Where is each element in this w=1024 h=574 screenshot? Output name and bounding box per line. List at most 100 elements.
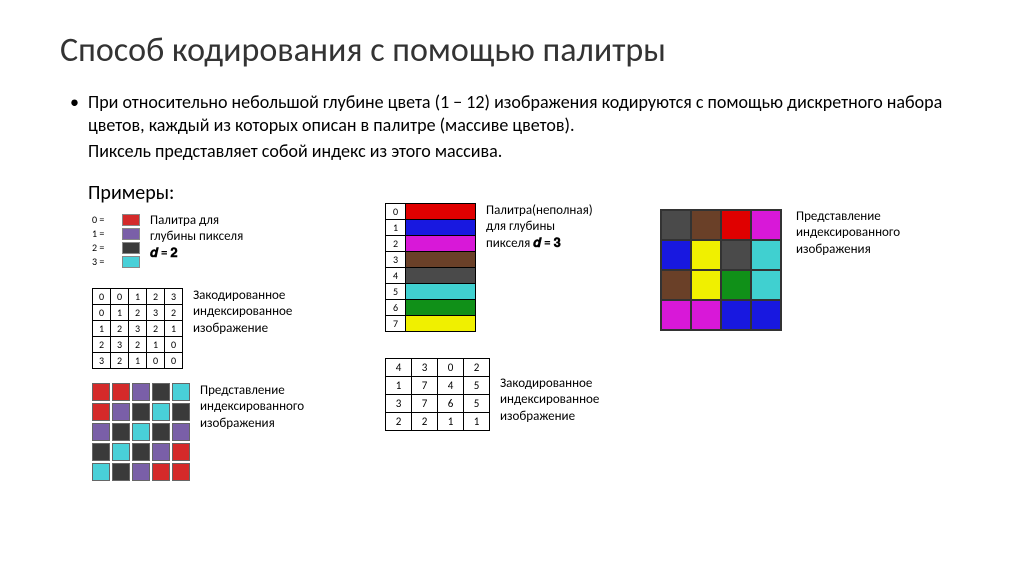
color-cell: [172, 463, 190, 481]
color-cell: [691, 240, 721, 270]
color-cell: [132, 443, 150, 461]
color-cell: [132, 383, 150, 401]
index-cell: 2: [111, 352, 129, 368]
palette-4-index: 2 =: [92, 241, 122, 254]
index-cell: 2: [165, 304, 183, 320]
index-cell: 6: [438, 394, 464, 412]
index-cell: 1: [464, 412, 490, 430]
palette-8-swatch: [406, 299, 476, 315]
color-cell: [132, 423, 150, 441]
palette-8-swatch: [406, 203, 476, 219]
index-cell: 2: [111, 320, 129, 336]
color-cell: [691, 270, 721, 300]
color-cell: [751, 210, 781, 240]
examples-label: Примеры:: [88, 181, 964, 205]
color-grid-4x4-caption: Представление индексированного изображен…: [796, 209, 900, 260]
index-cell: 1: [165, 320, 183, 336]
color-cell: [721, 300, 751, 330]
index-cell: 1: [386, 376, 412, 394]
palette-8-caption: Палитра(неполная) для глубины пикселя 𝒅 …: [486, 203, 593, 254]
color-cell: [721, 240, 751, 270]
color-grid-4x4: [660, 209, 782, 331]
color-cell: [661, 270, 691, 300]
index-cell: 0: [93, 304, 111, 320]
palette-4-index: 3 =: [92, 255, 122, 268]
palette-8-index: 1: [386, 219, 406, 235]
color-cell: [751, 300, 781, 330]
palette-4-swatch: [122, 256, 140, 268]
content-area: 0 =1 =2 =3 = Палитра для глубины пикселя…: [60, 213, 964, 543]
color-cell: [112, 463, 130, 481]
palette-8-swatch: [406, 267, 476, 283]
color-cell: [721, 270, 751, 300]
palette-4-swatch: [122, 214, 140, 226]
index-cell: 7: [412, 376, 438, 394]
index-table-5x5-caption: Закодированное индексированное изображен…: [193, 288, 292, 339]
palette-4: 0 =1 =2 =3 =: [92, 213, 140, 269]
palette-8-swatch: [406, 315, 476, 331]
index-cell: 1: [147, 336, 165, 352]
index-cell: 3: [111, 336, 129, 352]
palette-8-index: 4: [386, 267, 406, 283]
color-cell: [112, 443, 130, 461]
palette-4-index: 1 =: [92, 227, 122, 240]
color-cell: [112, 403, 130, 421]
color-cell: [152, 463, 170, 481]
sub-text: Пиксель представляет собой индекс из это…: [88, 140, 964, 163]
bullet-text: При относительно небольшой глубине цвета…: [70, 91, 964, 136]
color-cell: [661, 240, 691, 270]
index-cell: 3: [129, 320, 147, 336]
color-cell: [661, 210, 691, 240]
index-cell: 0: [165, 336, 183, 352]
index-cell: 1: [438, 412, 464, 430]
color-cell: [751, 270, 781, 300]
index-cell: 3: [386, 394, 412, 412]
color-cell: [92, 463, 110, 481]
color-cell: [92, 383, 110, 401]
index-cell: 2: [129, 304, 147, 320]
palette-8-index: 6: [386, 299, 406, 315]
index-cell: 2: [386, 412, 412, 430]
color-cell: [112, 383, 130, 401]
index-cell: 5: [464, 376, 490, 394]
palette-8: 01234567: [385, 203, 476, 332]
palette-4-row: 2 =: [92, 241, 140, 255]
index-cell: 2: [147, 320, 165, 336]
color-cell: [112, 423, 130, 441]
palette-4-swatch: [122, 242, 140, 254]
index-cell: 3: [147, 304, 165, 320]
palette-8-swatch: [406, 283, 476, 299]
palette-8-swatch: [406, 251, 476, 267]
index-cell: 3: [93, 352, 111, 368]
palette-4-caption: Палитра для глубины пикселя 𝒅 = 𝟐: [150, 213, 243, 269]
color-cell: [92, 403, 110, 421]
palette-4-index: 0 =: [92, 213, 122, 226]
palette-8-swatch: [406, 219, 476, 235]
index-cell: 3: [412, 358, 438, 376]
index-cell: 4: [386, 358, 412, 376]
index-table-5x5: 0012301232123212321032100: [92, 288, 183, 369]
color-cell: [152, 383, 170, 401]
index-table-4x4-caption: Закодированное индексированное изображен…: [500, 376, 599, 427]
index-cell: 2: [129, 336, 147, 352]
palette-8-index: 5: [386, 283, 406, 299]
color-cell: [661, 300, 691, 330]
color-cell: [92, 423, 110, 441]
index-table-4x4: 4302174537652211: [385, 358, 490, 431]
index-cell: 0: [165, 352, 183, 368]
index-cell: 4: [438, 376, 464, 394]
index-cell: 0: [93, 288, 111, 304]
index-cell: 1: [129, 288, 147, 304]
palette-8-index: 2: [386, 235, 406, 251]
color-cell: [751, 240, 781, 270]
index-cell: 1: [111, 304, 129, 320]
index-cell: 7: [412, 394, 438, 412]
color-cell: [172, 403, 190, 421]
color-cell: [92, 443, 110, 461]
color-cell: [152, 403, 170, 421]
index-cell: 1: [93, 320, 111, 336]
page-title: Способ кодирования с помощью палитры: [60, 30, 964, 71]
index-cell: 5: [464, 394, 490, 412]
palette-4-row: 1 =: [92, 227, 140, 241]
color-cell: [691, 210, 721, 240]
